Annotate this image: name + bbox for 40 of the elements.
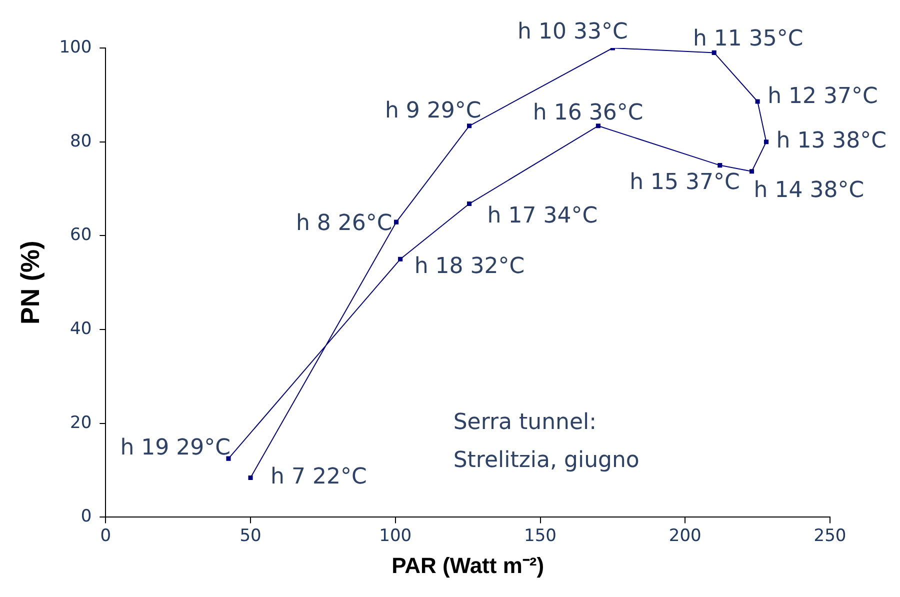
annotation: h 16 36°C: [532, 100, 644, 126]
annotation: h 14 38°C: [754, 178, 864, 204]
y-axis-title: PN (%): [14, 240, 45, 324]
x-axis-title: PAR (Watt m⁻²): [392, 552, 544, 578]
annotation: h 10 33°C: [518, 20, 628, 45]
annotation: h 13 38°C: [776, 128, 887, 154]
point: [750, 169, 754, 174]
annotation: h 15 37°C: [630, 170, 740, 196]
y-tick-label: 100: [59, 37, 92, 58]
y-tick-label: 20: [70, 412, 92, 433]
annotation: h 17 34°C: [487, 203, 598, 228]
point: [398, 256, 403, 262]
x-tick-label: 200: [668, 526, 702, 546]
x-tick-label: 250: [814, 526, 846, 546]
x-tick-label: 0: [100, 526, 112, 546]
point: [248, 476, 253, 480]
annotation: h 7 22°C: [270, 464, 367, 490]
point: [712, 50, 716, 55]
y-tick-label: 40: [70, 318, 92, 339]
point: [755, 99, 760, 104]
y-tick-label: 0: [80, 506, 92, 527]
point: [596, 124, 600, 128]
annotation: h 11 35°C: [692, 26, 804, 52]
annotation: h 18 32°C: [414, 254, 525, 279]
point: [467, 124, 472, 128]
point: [394, 220, 399, 224]
x-tick-label: 50: [240, 526, 262, 546]
y-tick-label: 80: [70, 131, 92, 152]
y-tick-label: 60: [70, 225, 92, 246]
x-tick-label: 100: [379, 526, 412, 546]
x-tick-label: 150: [524, 526, 556, 546]
annotation: h 12 37°C: [768, 84, 878, 110]
annotation: h 19 29°C: [120, 435, 230, 460]
point: [467, 202, 472, 206]
point: [226, 456, 231, 461]
annotation: h 9 29°C: [384, 98, 482, 124]
annotation: Serra tunnel: Strelitzia, giugno: [453, 410, 640, 474]
annotation: h 8 26°C: [296, 210, 392, 236]
point: [764, 140, 769, 144]
point: [718, 163, 722, 168]
